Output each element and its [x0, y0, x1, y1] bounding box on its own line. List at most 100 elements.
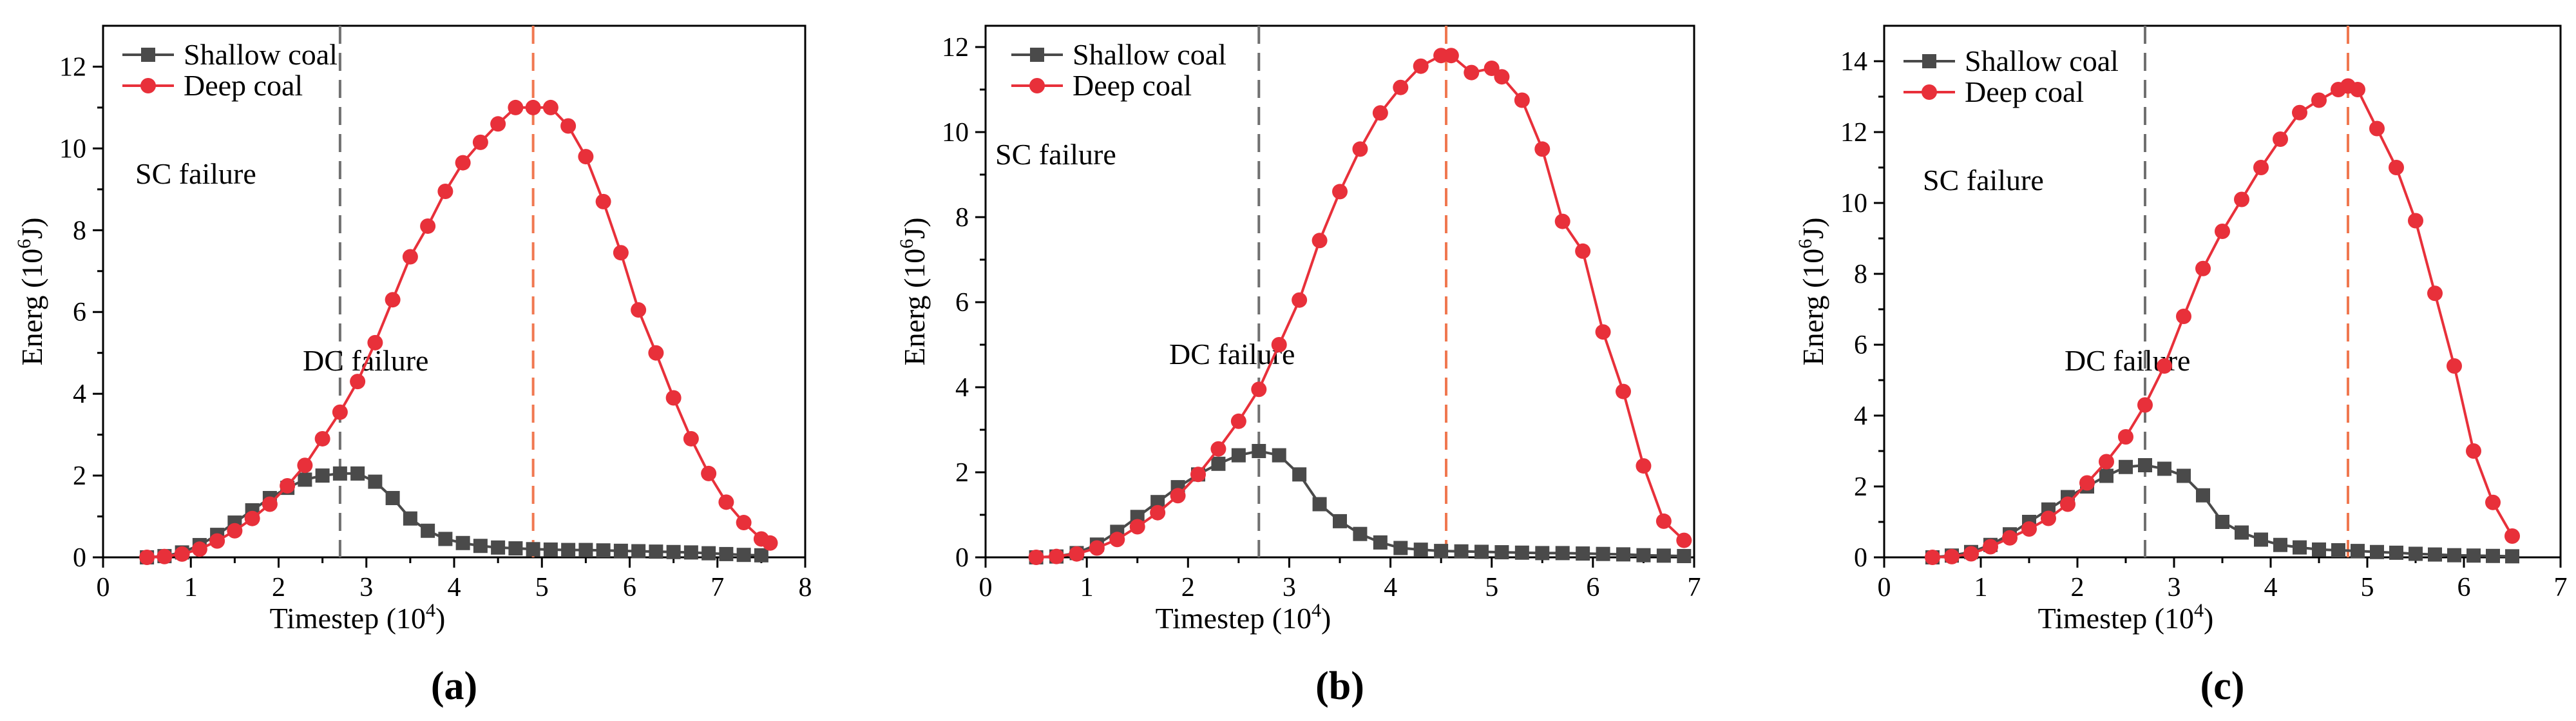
deep-coal-point: [1251, 381, 1267, 398]
deep-coal-point: [1393, 79, 1409, 95]
panel-label: (c): [2200, 664, 2245, 708]
shallow-coal-point: [1636, 548, 1651, 562]
deep-coal-point: [1983, 539, 1998, 555]
deep-coal-point: [314, 430, 330, 447]
deep-coal-point: [1089, 540, 1105, 556]
x-axis-label-main: Timestep (10: [2038, 602, 2194, 635]
deep-coal-series: [1028, 48, 1692, 565]
x-tick-label: 7: [711, 573, 724, 602]
deep-coal-point: [578, 149, 594, 165]
deep-coal-point: [2234, 191, 2249, 207]
deep-coal-point: [2427, 285, 2443, 302]
deep-coal-point: [1109, 532, 1125, 548]
deep-coal-point: [613, 245, 629, 261]
deep-coal-point: [139, 550, 155, 565]
sc-failure-annotation: SC failure: [995, 138, 1116, 171]
deep-coal-point: [2079, 475, 2095, 491]
deep-coal-point: [2466, 443, 2481, 459]
x-axis-label-sup: 4: [2194, 600, 2204, 621]
shallow-coal-point: [701, 546, 716, 561]
deep-coal-point: [2485, 494, 2501, 510]
y-tick-label: 2: [1854, 472, 1867, 502]
deep-coal-point: [1494, 69, 1510, 85]
y-tick-label: 12: [1840, 118, 1867, 148]
deep-coal-point: [2002, 530, 2018, 546]
y-tick-label: 10: [59, 134, 86, 164]
y-tick-label: 8: [73, 216, 86, 245]
y-tick-label: 2: [73, 461, 86, 491]
deep-coal-point: [455, 155, 471, 171]
y-tick-label: 12: [942, 33, 969, 62]
deep-coal-point: [490, 116, 506, 132]
shallow-coal-point: [1677, 549, 1692, 564]
shallow-coal-point: [2312, 542, 2326, 557]
deep-coal-point: [1616, 383, 1631, 399]
deep-coal-point: [762, 535, 778, 551]
y-axis-label-sup: 6: [1795, 239, 1816, 249]
legend-shallow-label: Shallow coal: [1965, 44, 2119, 77]
legend-deep-marker: [1922, 84, 1937, 100]
deep-coal-point: [1271, 337, 1287, 352]
shallow-coal-point: [1555, 546, 1570, 561]
shallow-coal-series: [140, 466, 768, 564]
x-tick-label: 3: [359, 573, 373, 602]
y-axis-label-sup: 6: [14, 239, 35, 249]
deep-coal-point: [2389, 160, 2404, 175]
legend-deep-marker: [1029, 78, 1045, 93]
x-tick-label: 2: [272, 573, 285, 602]
y-tick-label: 10: [942, 118, 969, 148]
shallow-coal-point: [508, 541, 523, 556]
y-tick-label: 6: [1854, 331, 1867, 360]
deep-coal-point: [2099, 454, 2114, 470]
deep-coal-point: [1575, 243, 1591, 259]
y-axis-label: Energ (106J): [896, 217, 931, 365]
shallow-coal-point: [2157, 461, 2171, 476]
shallow-coal-point: [631, 544, 646, 559]
shallow-coal-point: [543, 542, 558, 557]
deep-coal-point: [595, 193, 611, 209]
shallow-coal-point: [2119, 459, 2133, 474]
shallow-coal-point: [613, 543, 628, 558]
deep-coal-point: [1514, 92, 1530, 108]
shallow-coal-point: [1252, 444, 1266, 458]
deep-coal-point: [648, 345, 664, 361]
shallow-coal-point: [736, 548, 751, 562]
panel-label: (a): [431, 664, 477, 708]
shallow-coal-point: [2370, 544, 2384, 559]
shallow-coal-point: [2331, 543, 2345, 557]
deep-coal-point: [1210, 441, 1226, 457]
x-tick-label: 0: [97, 573, 110, 602]
shallow-coal-point: [2486, 548, 2500, 563]
series-line: [146, 472, 761, 559]
x-tick-label: 5: [535, 573, 549, 602]
deep-coal-point: [1636, 458, 1652, 474]
x-axis-label-main: Timestep (10: [270, 602, 426, 635]
deep-coal-point: [280, 477, 296, 494]
shallow-coal-point: [491, 540, 506, 555]
deep-coal-point: [244, 510, 260, 526]
x-tick-label: 5: [1485, 573, 1498, 602]
deep-coal-point: [227, 523, 243, 539]
panel-label: (b): [1315, 664, 1364, 708]
shallow-coal-point: [1393, 541, 1408, 555]
shallow-coal-point: [1616, 547, 1630, 562]
shallow-coal-point: [315, 468, 330, 483]
x-tick-label: 4: [2264, 573, 2278, 602]
shallow-coal-point: [2389, 545, 2403, 560]
deep-coal-point: [2350, 82, 2365, 97]
y-tick-label: 8: [955, 203, 969, 233]
x-tick-label: 0: [979, 573, 993, 602]
x-tick-label: 5: [2361, 573, 2374, 602]
sc-failure-annotation: SC failure: [1923, 164, 2044, 197]
shallow-coal-point: [2196, 488, 2210, 503]
shallow-coal-point: [2505, 549, 2519, 564]
shallow-coal-point: [473, 539, 488, 553]
shallow-coal-point: [350, 466, 365, 481]
shallow-coal-point: [683, 545, 698, 560]
shallow-coal-point: [2351, 544, 2365, 559]
deep-coal-point: [2041, 510, 2056, 526]
shallow-coal-point: [2273, 537, 2287, 552]
